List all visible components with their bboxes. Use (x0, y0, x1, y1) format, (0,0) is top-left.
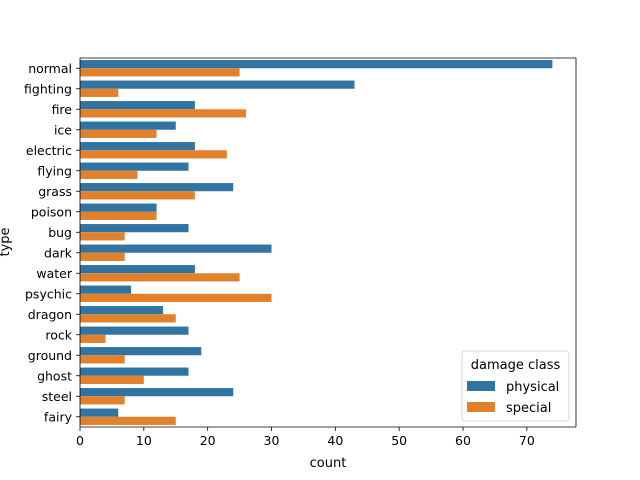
bar-electric-special (80, 150, 227, 159)
y-tick-label: grass (38, 184, 72, 199)
x-axis-ticks: 0 10 20 30 40 50 60 70 (76, 427, 535, 448)
bar-fire-physical (80, 101, 195, 110)
x-tick-label: 10 (136, 433, 152, 448)
bar-dark-special (80, 252, 125, 261)
y-tick-label: fire (52, 102, 73, 117)
bar-dragon-special (80, 314, 176, 323)
bar-flying-special (80, 170, 138, 179)
bar-water-special (80, 273, 240, 282)
x-tick-label: 20 (200, 433, 216, 448)
bar-water-physical (80, 265, 195, 274)
bar-bug-physical (80, 224, 189, 233)
y-tick-label: rock (45, 327, 72, 342)
y-tick-label: bug (48, 225, 72, 240)
bar-psychic-physical (80, 285, 132, 294)
bar-poison-special (80, 211, 157, 220)
bar-fighting-physical (80, 80, 355, 89)
axes-frame (79, 57, 577, 428)
x-tick-label: 0 (76, 433, 84, 448)
bar-bug-special (80, 232, 125, 241)
y-tick-label: electric (26, 143, 72, 158)
bar-dark-physical (80, 244, 272, 253)
bar-ground-physical (80, 347, 202, 356)
legend-swatch-physical (467, 381, 495, 391)
bar-steel-physical (80, 388, 234, 397)
bar-psychic-special (80, 293, 272, 302)
bar-ground-special (80, 355, 125, 364)
bar-grass-physical (80, 183, 234, 192)
bar-normal-physical (80, 60, 553, 69)
bar-fighting-special (80, 88, 119, 97)
y-tick-label: water (36, 266, 72, 281)
bar-rock-special (80, 334, 106, 343)
bar-rock-physical (80, 326, 189, 335)
bar-ice-physical (80, 121, 176, 130)
bar-steel-special (80, 396, 125, 405)
legend-label-physical: physical (506, 380, 559, 395)
y-tick-label: ground (28, 348, 72, 363)
bar-fairy-special (80, 416, 176, 425)
bar-fairy-physical (80, 408, 119, 417)
y-tick-label: fairy (44, 409, 73, 424)
bar-ice-special (80, 129, 157, 138)
bar-grass-special (80, 191, 195, 200)
y-tick-label: ice (54, 122, 72, 137)
y-axis-ticks: normal fighting fire ice electric flying grass… (24, 61, 80, 424)
x-tick-label: 50 (391, 433, 407, 448)
bars (80, 60, 553, 425)
x-tick-label: 40 (327, 433, 343, 448)
y-tick-label: poison (31, 204, 72, 219)
y-tick-label: steel (42, 389, 72, 404)
y-tick-label: normal (28, 61, 72, 76)
y-tick-label: ghost (37, 368, 72, 383)
legend: damage class physical special (461, 350, 570, 422)
bar-poison-physical (80, 203, 157, 212)
bar-normal-special (80, 68, 240, 77)
y-tick-label: flying (37, 163, 72, 178)
x-tick-label: 70 (519, 433, 535, 448)
x-tick-label: 30 (264, 433, 280, 448)
y-tick-label: dark (44, 245, 73, 260)
bar-dragon-physical (80, 306, 163, 315)
x-tick-label: 60 (455, 433, 471, 448)
legend-title: damage class (471, 358, 561, 373)
y-tick-label: fighting (24, 81, 72, 96)
bar-ghost-special (80, 375, 144, 384)
y-tick-label: psychic (25, 286, 72, 301)
y-axis-label: type (0, 227, 13, 256)
bar-ghost-physical (80, 367, 189, 376)
y-tick-label: dragon (28, 307, 72, 322)
bar-fire-special (80, 109, 246, 118)
legend-label-special: special (506, 401, 551, 416)
legend-swatch-special (467, 402, 495, 412)
bar-flying-physical (80, 162, 189, 171)
x-axis-label: count (310, 456, 347, 471)
bar-electric-physical (80, 142, 195, 151)
